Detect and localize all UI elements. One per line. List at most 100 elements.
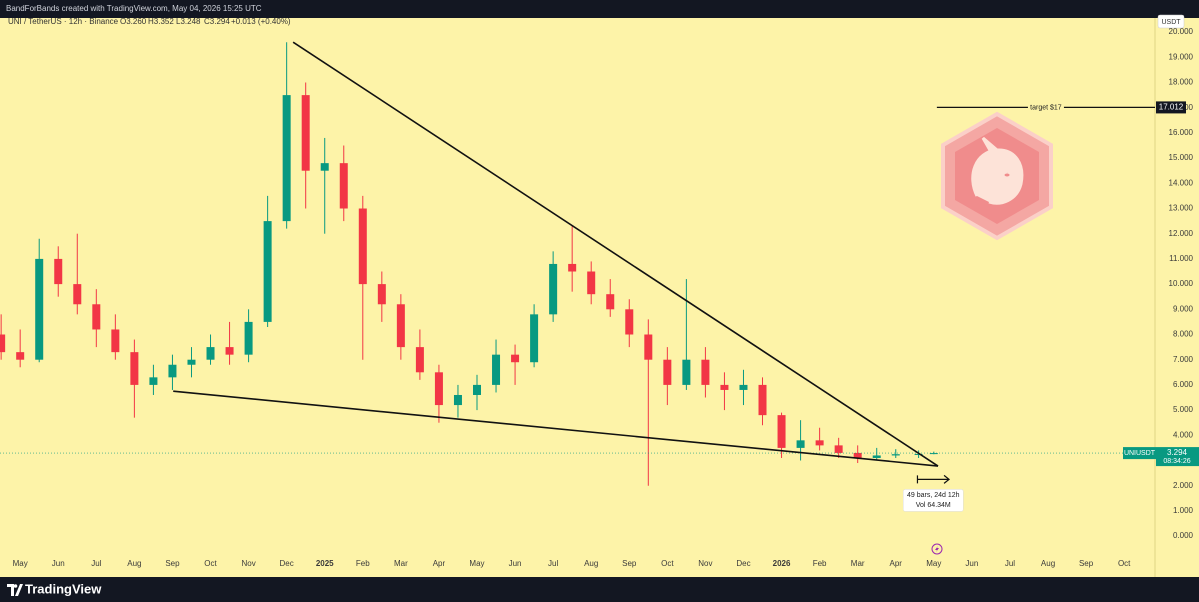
y-tick-label: 14.000 — [1169, 178, 1194, 187]
target-label-bg — [1027, 102, 1064, 113]
x-tick-label: Mar — [851, 559, 865, 568]
x-tick-label: Aug — [127, 559, 141, 568]
candle-body — [530, 314, 539, 363]
x-tick-label: Aug — [1041, 559, 1055, 568]
x-tick-label: May — [13, 559, 28, 568]
x-tick-label: Jun — [52, 559, 65, 568]
y-tick-label: 20.000 — [1169, 27, 1194, 36]
y-tick-label: 7.000 — [1173, 355, 1194, 364]
candle-body — [891, 454, 900, 456]
y-tick-label: 19.000 — [1169, 52, 1194, 61]
candle-body — [720, 384, 729, 390]
candle-body — [16, 352, 25, 360]
candle-body — [73, 284, 82, 305]
ohlc-value: C3.294 — [204, 17, 230, 26]
x-tick-label: Aug — [584, 559, 598, 568]
brand-logo — [7, 584, 23, 596]
candle-body — [701, 359, 710, 385]
candle-body — [396, 304, 405, 348]
candle-body — [54, 258, 63, 285]
candle-body — [492, 354, 501, 385]
candle-body — [225, 347, 234, 355]
candle-body — [320, 163, 329, 171]
candle-body — [453, 394, 462, 406]
candle-body — [0, 334, 6, 353]
price-tag-box — [1156, 447, 1199, 467]
candle-body — [606, 294, 615, 310]
candle-body — [206, 347, 215, 360]
currency-box — [1157, 14, 1185, 29]
candle-body — [815, 440, 824, 446]
y-tick-label: 4.000 — [1173, 430, 1194, 439]
x-tick-label: Apr — [433, 559, 446, 568]
candle-body — [111, 329, 120, 353]
candle-body — [914, 453, 923, 455]
currency: USDT — [1161, 19, 1181, 26]
x-tick-label: Nov — [698, 559, 712, 568]
x-tick-label: Jul — [91, 559, 101, 568]
ohlc-value: O3.260 — [120, 17, 147, 26]
candle-body — [434, 372, 443, 406]
candle-body — [663, 359, 672, 385]
candle-body — [853, 452, 862, 458]
candle-body — [758, 384, 767, 416]
candle-body — [796, 440, 805, 448]
x-tick-label: Oct — [204, 559, 217, 568]
candle-body — [587, 271, 596, 295]
target-tag: 17.012 — [1159, 103, 1184, 112]
target-tag-box — [1156, 101, 1186, 114]
countdown: 08:34:26 — [1163, 458, 1190, 465]
y-tick-label: 16.000 — [1169, 128, 1194, 137]
y-tick-label: 10.000 — [1169, 279, 1194, 288]
measure-text: 49 bars, 24d 12h — [907, 492, 960, 499]
ohlc-value: L3.248 — [176, 17, 201, 26]
lightning-icon — [931, 543, 943, 555]
x-tick-label: Jun — [965, 559, 978, 568]
brand: TradingView — [25, 581, 102, 596]
plot-area: 0.0001.0002.0003.0004.0005.0006.0007.000… — [0, 27, 1199, 568]
candle-body — [415, 347, 424, 373]
symbol-title: UNI / TetherUS · 12h · Binance — [8, 17, 119, 26]
x-tick-label: Mar — [394, 559, 408, 568]
credit: BandForBands created with TradingView.co… — [6, 4, 262, 13]
y-tick-label: 1.000 — [1173, 506, 1194, 515]
candle-body — [929, 453, 938, 455]
x-tick-label: May — [926, 559, 941, 568]
x-tick-label: May — [469, 559, 484, 568]
y-tick-label: 5.000 — [1173, 405, 1194, 414]
candle-body — [739, 384, 748, 390]
y-tick-label: 12.000 — [1169, 229, 1194, 238]
candle-body — [244, 321, 253, 355]
candle-body — [568, 263, 577, 272]
ohlc-value: +0.013 (+0.40%) — [231, 17, 291, 26]
candle-body — [35, 258, 44, 360]
candle-body — [358, 208, 367, 285]
x-tick-label: Oct — [1118, 559, 1131, 568]
target-label: target $17 — [1030, 104, 1062, 111]
price-tag: 3.294 — [1167, 448, 1188, 457]
x-tick-label: Jul — [1005, 559, 1015, 568]
x-tick-label: 2025 — [316, 559, 334, 568]
candle-body — [168, 364, 177, 378]
candle-body — [130, 352, 139, 385]
y-tick-label: 6.000 — [1173, 380, 1194, 389]
x-tick-label: Sep — [622, 559, 637, 568]
candle-body — [872, 455, 881, 458]
candle-body — [682, 359, 691, 385]
y-tick-label: 0.000 — [1173, 531, 1194, 540]
x-tick-label: 2026 — [773, 559, 791, 568]
y-tick-label: 2.000 — [1173, 481, 1194, 490]
candle-body — [92, 304, 101, 330]
trendline — [173, 390, 939, 467]
x-tick-label: Oct — [661, 559, 674, 568]
candle-body — [549, 263, 558, 315]
x-tick-label: Sep — [165, 559, 180, 568]
candle-body — [644, 334, 653, 360]
candle-body — [834, 445, 843, 453]
candle-body — [625, 309, 634, 335]
candle-body — [149, 377, 158, 385]
y-tick-label: 9.000 — [1173, 304, 1194, 313]
candle-body — [511, 354, 520, 363]
ohlc-value: H3.352 — [148, 17, 174, 26]
